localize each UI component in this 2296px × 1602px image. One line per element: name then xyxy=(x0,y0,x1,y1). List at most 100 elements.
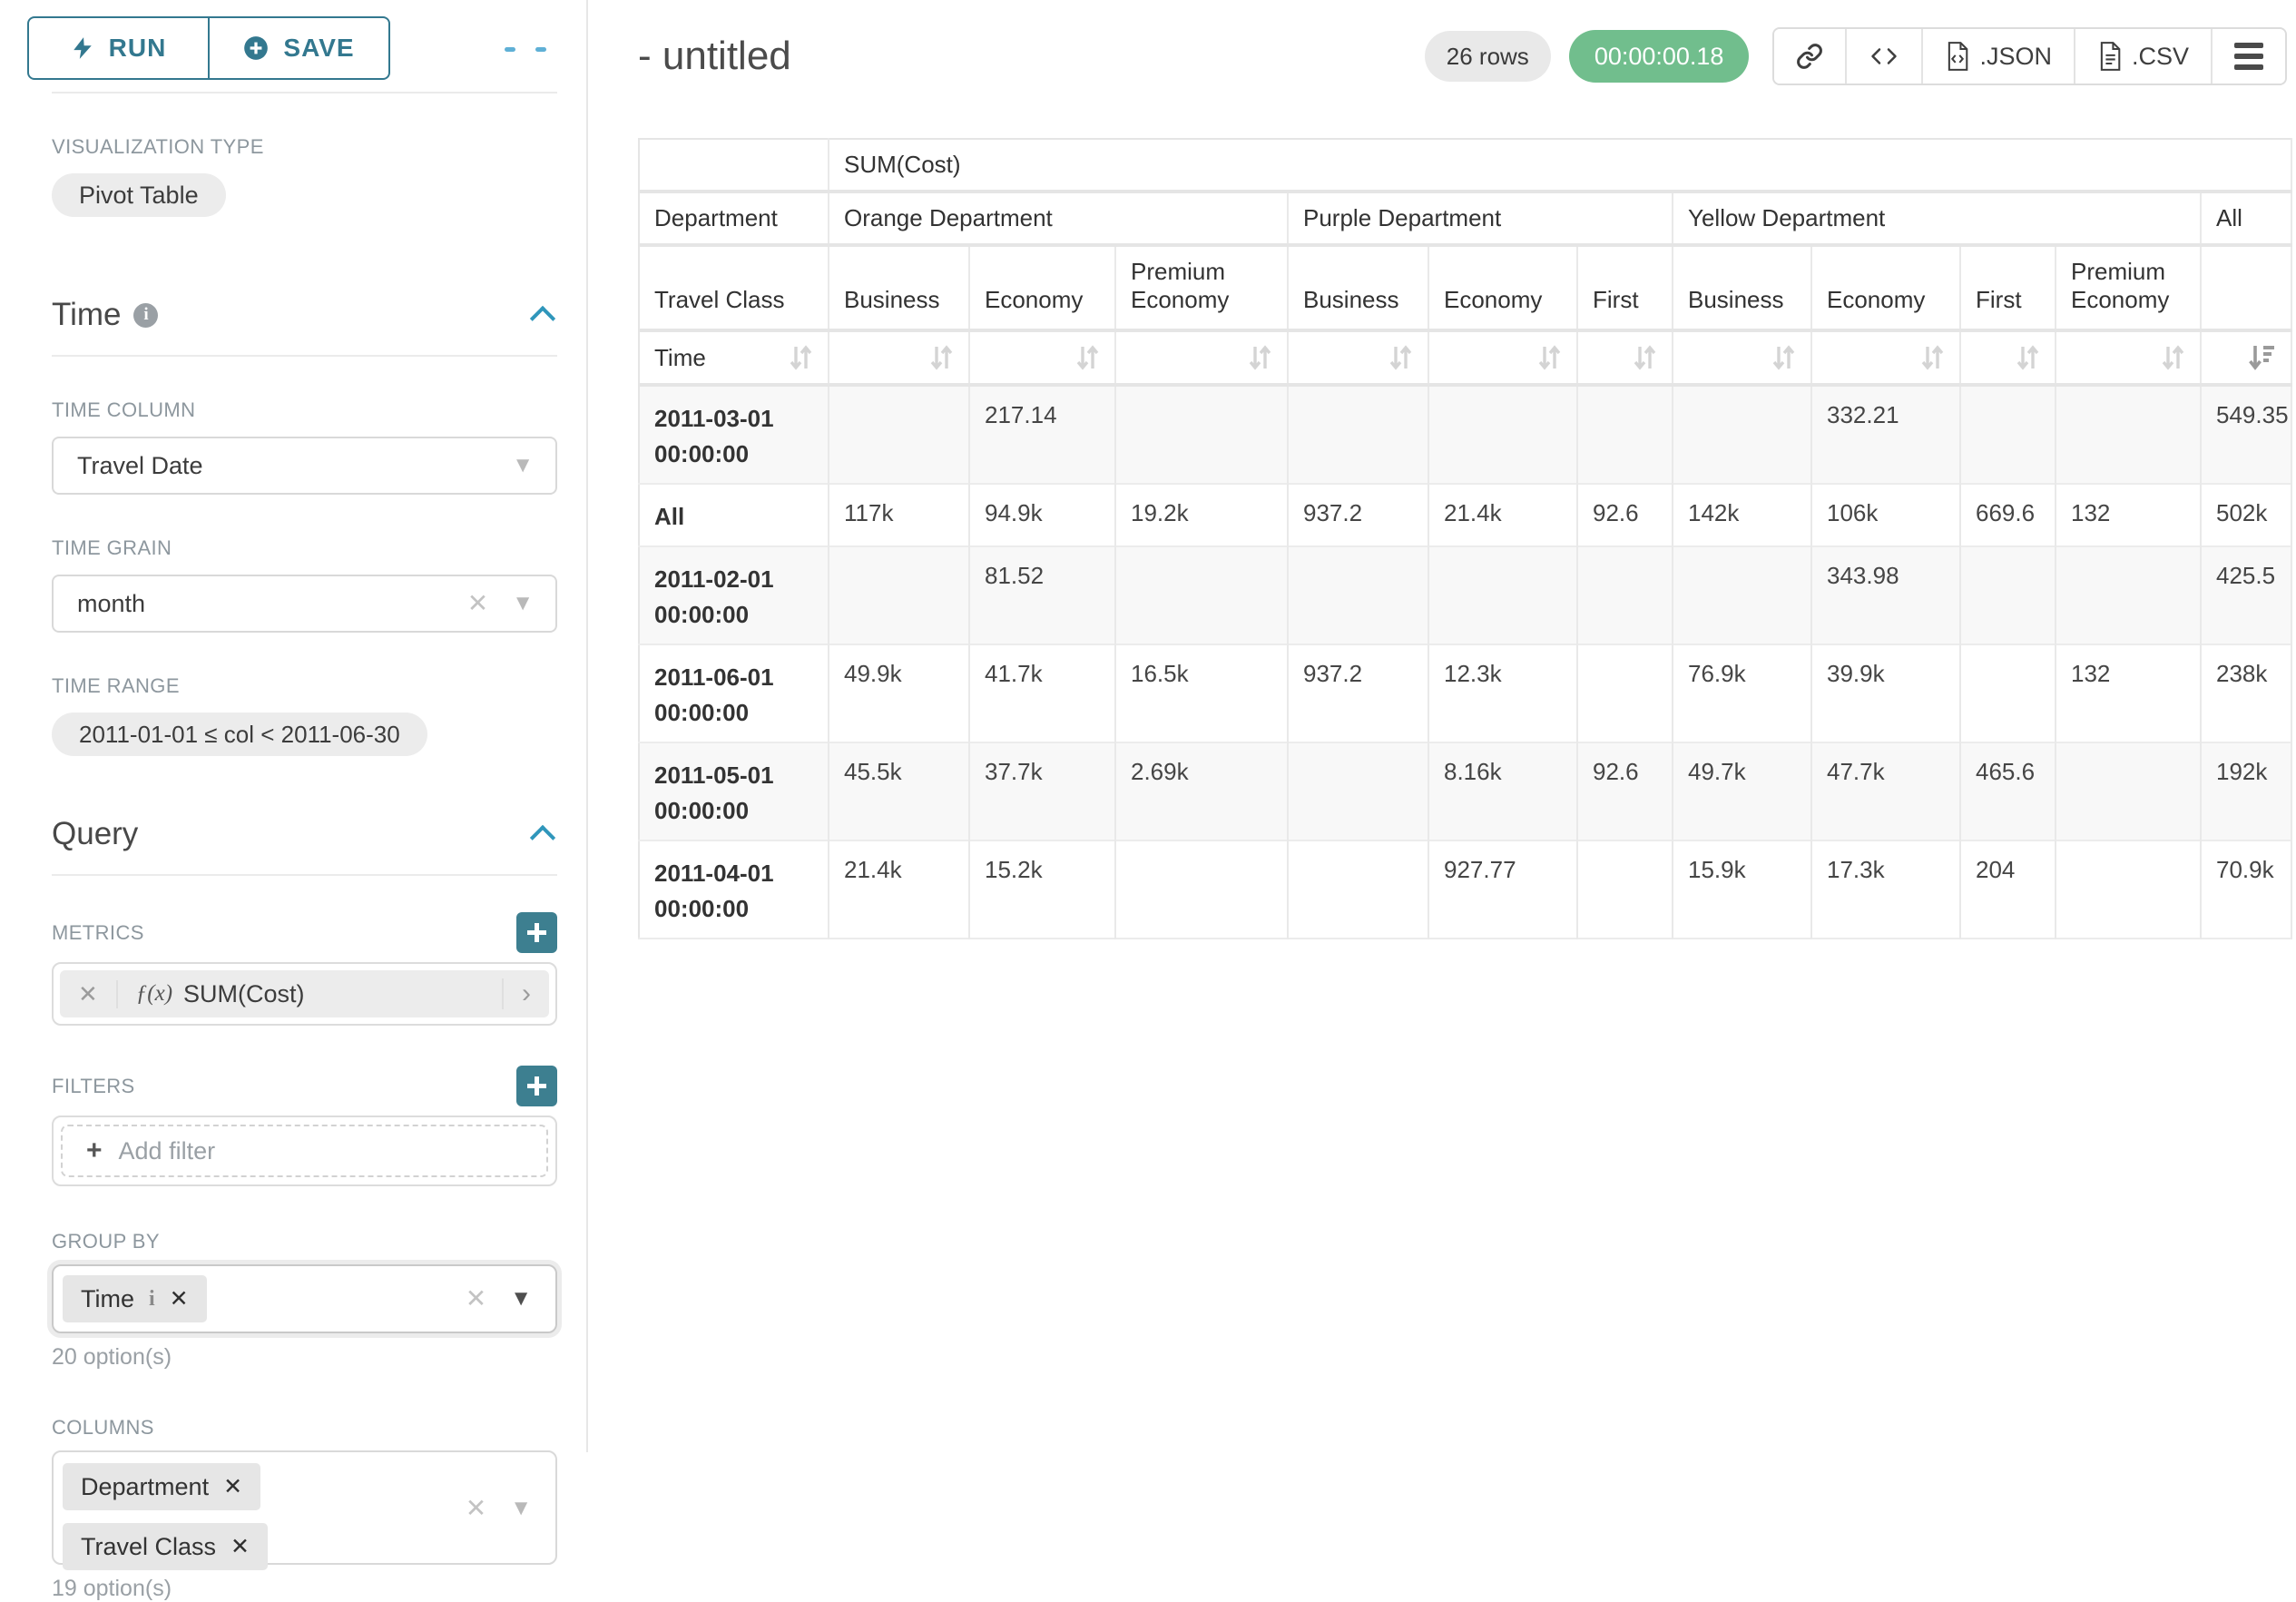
metrics-label: METRICS xyxy=(52,920,144,944)
sortable-column-header[interactable] xyxy=(1811,330,1961,385)
pivot-value-cell: 19.2k xyxy=(1115,484,1289,546)
row-label: 2011-04-01 00:00:00 xyxy=(639,840,829,939)
columns-select[interactable]: Department ✕ Travel Class ✕ ✕ ▼ xyxy=(52,1450,557,1570)
link-icon xyxy=(1797,44,1823,69)
view-query-button[interactable] xyxy=(1847,29,1924,84)
sort-icon[interactable] xyxy=(1536,343,1562,372)
selected-option-pill[interactable]: Travel Class ✕ xyxy=(63,1523,268,1570)
sortable-column-header[interactable] xyxy=(1115,330,1289,385)
sortable-column-header[interactable] xyxy=(969,330,1116,385)
csv-label: .CSV xyxy=(2131,42,2189,70)
chevron-up-icon[interactable] xyxy=(534,827,557,841)
pivot-row: 2011-04-01 00:00:00 21.4k 15.2k 927.77 15.9k… xyxy=(639,840,2293,939)
pivot-value-cell: 343.98 xyxy=(1811,546,1961,644)
columns-options-note: 19 option(s) xyxy=(52,1576,172,1601)
sort-icon[interactable] xyxy=(928,343,954,372)
pivot-value-cell: 39.9k xyxy=(1811,644,1961,742)
pivot-value-cell xyxy=(829,546,970,644)
remove-pill-icon[interactable]: ✕ xyxy=(169,1286,189,1312)
pivot-value-cell xyxy=(2056,742,2202,840)
row-label: 2011-03-01 00:00:00 xyxy=(639,385,829,484)
export-json-button[interactable]: .JSON xyxy=(1923,29,2075,84)
sort-icon[interactable] xyxy=(2015,343,2040,372)
pill-label: Department xyxy=(81,1472,210,1500)
column-header: Economy xyxy=(969,245,1116,330)
column-header: Business xyxy=(1673,245,1812,330)
column-header: Economy xyxy=(1428,245,1578,330)
pill-label: Travel Class xyxy=(81,1532,217,1560)
selected-option-pill[interactable]: Time i ✕ xyxy=(63,1275,207,1322)
more-options-button[interactable] xyxy=(2213,29,2285,84)
group-by-options-note: 20 option(s) xyxy=(52,1344,172,1370)
selected-option-pill[interactable]: Department ✕ xyxy=(63,1463,261,1510)
pivot-row: 2011-02-01 00:00:00 81.52 343.98 425.5 xyxy=(639,546,2293,644)
sort-descending-icon[interactable] xyxy=(2247,343,2276,372)
time-sort-header[interactable]: Time xyxy=(639,330,829,385)
caret-down-icon[interactable]: ▼ xyxy=(512,453,534,477)
sorted-column-header[interactable] xyxy=(2201,330,2293,385)
sortable-column-header[interactable] xyxy=(2056,330,2202,385)
pivot-value-cell: 70.9k xyxy=(2201,840,2293,939)
pivot-value-cell: 2.69k xyxy=(1115,742,1289,840)
sortable-column-header[interactable] xyxy=(1428,330,1578,385)
visualization-type-pill[interactable]: Pivot Table xyxy=(52,173,226,217)
column-header: Economy xyxy=(1811,245,1961,330)
caret-down-icon[interactable]: ▼ xyxy=(510,1496,532,1520)
pivot-value-cell xyxy=(1288,840,1429,939)
add-filter-plus-button[interactable] xyxy=(516,1066,557,1106)
run-button[interactable]: RUN xyxy=(27,16,209,80)
sort-icon[interactable] xyxy=(2160,343,2185,372)
run-button-label: RUN xyxy=(108,34,167,62)
sortable-column-header[interactable] xyxy=(1960,330,2056,385)
sort-icon[interactable] xyxy=(1919,343,1945,372)
column-header: Business xyxy=(829,245,970,330)
clear-icon[interactable]: ✕ xyxy=(465,1284,487,1312)
pivot-value-cell: 106k xyxy=(1811,484,1961,546)
sort-icon[interactable] xyxy=(1632,343,1657,372)
remove-pill-icon[interactable]: ✕ xyxy=(231,1534,250,1559)
copy-link-button[interactable] xyxy=(1774,29,1848,84)
save-button[interactable]: SAVE xyxy=(209,16,390,80)
add-filter-button[interactable]: + Add filter xyxy=(61,1125,548,1177)
group-by-select[interactable]: Time i ✕ ✕ ▼ xyxy=(52,1264,557,1333)
chart-title[interactable]: - untitled xyxy=(638,34,791,78)
pivot-value-cell: 76.9k xyxy=(1673,644,1812,742)
pivot-value-cell: 92.6 xyxy=(1577,742,1673,840)
row-dimension-label: Travel Class xyxy=(639,245,829,330)
caret-down-icon[interactable]: ▼ xyxy=(512,591,534,615)
remove-metric-icon[interactable]: ✕ xyxy=(60,979,118,1008)
sort-icon[interactable] xyxy=(1247,343,1272,372)
clear-icon[interactable]: ✕ xyxy=(466,589,489,617)
column-group-header: Purple Department xyxy=(1288,192,1673,245)
time-column-label: TIME COLUMN xyxy=(52,398,196,421)
time-range-pill[interactable]: 2011-01-01 ≤ col < 2011-06-30 xyxy=(52,713,427,756)
sortable-column-header[interactable] xyxy=(1673,330,1812,385)
json-label: .JSON xyxy=(1979,42,2052,70)
pivot-value-cell: 549.35 xyxy=(2201,385,2293,484)
sort-icon[interactable] xyxy=(788,343,813,372)
sortable-column-header[interactable] xyxy=(1288,330,1429,385)
time-grain-select[interactable]: month ✕ ▼ xyxy=(52,575,557,633)
sortable-column-header[interactable] xyxy=(1577,330,1673,385)
info-icon[interactable]: i xyxy=(149,1286,155,1311)
sort-icon[interactable] xyxy=(1388,343,1413,372)
pivot-value-cell: 21.4k xyxy=(1428,484,1578,546)
pivot-value-cell: 425.5 xyxy=(2201,546,2293,644)
remove-pill-icon[interactable]: ✕ xyxy=(223,1474,243,1499)
clear-icon[interactable]: ✕ xyxy=(465,1494,487,1522)
pivot-value-cell xyxy=(1115,546,1289,644)
info-icon[interactable]: i xyxy=(133,302,159,328)
metric-pill[interactable]: ✕ ƒ(x) SUM(Cost) › xyxy=(60,970,549,1017)
pivot-value-cell: 142k xyxy=(1673,484,1812,546)
add-metric-button[interactable] xyxy=(516,912,557,953)
sort-icon[interactable] xyxy=(1771,343,1796,372)
export-csv-button[interactable]: .CSV xyxy=(2075,29,2213,84)
time-grain-label: TIME GRAIN xyxy=(52,536,172,559)
time-column-select[interactable]: Travel Date ▼ xyxy=(52,437,557,495)
caret-down-icon[interactable]: ▼ xyxy=(510,1286,532,1311)
chevron-up-icon[interactable] xyxy=(534,308,557,322)
sort-icon[interactable] xyxy=(1074,343,1100,372)
sortable-column-header[interactable] xyxy=(829,330,970,385)
expand-metric-icon[interactable]: › xyxy=(502,978,549,1009)
time-column-value: Travel Date xyxy=(77,451,203,479)
